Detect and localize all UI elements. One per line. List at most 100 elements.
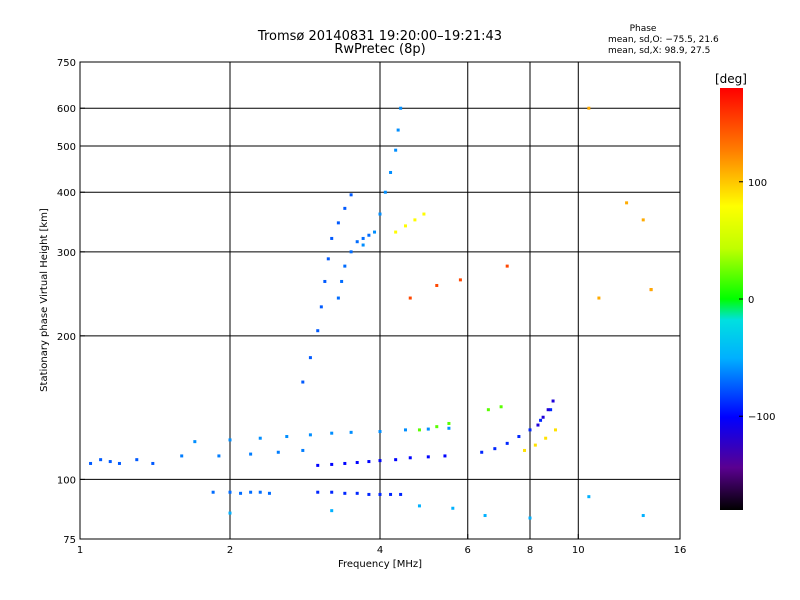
data-point (316, 490, 320, 494)
data-point (399, 492, 403, 496)
data-point (394, 458, 398, 462)
colorbar-tick-label: 100 (748, 178, 767, 189)
data-point (587, 495, 591, 499)
data-point (239, 491, 243, 495)
data-point (625, 201, 629, 205)
y-tick-label: 750 (57, 58, 76, 69)
data-point (228, 438, 232, 442)
data-point (597, 296, 601, 300)
data-point (308, 356, 312, 360)
data-point (649, 288, 653, 292)
data-point (316, 463, 320, 467)
x-tick-label: 1 (77, 545, 83, 556)
data-point (355, 240, 359, 244)
data-point (308, 433, 312, 437)
x-tick-label: 10 (572, 545, 585, 556)
data-point (422, 212, 426, 216)
x-tick-label: 16 (674, 545, 687, 556)
data-point (355, 491, 359, 495)
x-tick-label: 2 (227, 545, 233, 556)
phase-stats-x: mean, sd,X: 98.9, 27.5 (608, 46, 710, 56)
x-tick-label: 6 (465, 545, 471, 556)
y-tick-label: 400 (57, 188, 76, 199)
data-point (505, 441, 509, 445)
data-point (258, 436, 262, 440)
data-point (517, 435, 521, 439)
data-point (486, 408, 490, 412)
data-point (249, 452, 253, 456)
y-axis-label: Stationary phase Virtual Height [km] (39, 208, 50, 392)
data-point (443, 454, 447, 458)
data-point (389, 170, 393, 174)
data-point (323, 279, 327, 283)
data-point (536, 423, 540, 427)
data-point (343, 206, 347, 210)
data-point (117, 461, 121, 465)
data-point (458, 278, 462, 282)
data-point (367, 233, 371, 237)
data-point (546, 408, 550, 412)
data-point (343, 491, 347, 495)
data-point (378, 212, 382, 216)
data-point (326, 257, 330, 261)
data-point (336, 221, 340, 225)
data-point (343, 264, 347, 268)
colorbar-label: [deg] (715, 72, 747, 86)
data-point (316, 329, 320, 333)
data-point (533, 443, 537, 447)
y-tick-label: 600 (57, 104, 76, 115)
data-point (413, 218, 417, 222)
scatter-points (89, 106, 653, 520)
data-point (553, 428, 557, 432)
data-point (367, 460, 371, 464)
data-point (389, 492, 393, 496)
data-point (349, 430, 353, 434)
data-point (435, 425, 439, 429)
data-point (499, 405, 503, 409)
data-point (349, 250, 353, 254)
data-point (301, 448, 305, 452)
data-point (373, 230, 377, 234)
data-point (549, 408, 553, 412)
data-point (378, 459, 382, 463)
y-tick-label: 200 (57, 332, 76, 343)
data-point (330, 431, 334, 435)
data-point (399, 106, 403, 110)
data-point (180, 454, 184, 458)
data-point (483, 514, 487, 518)
data-point (99, 458, 103, 462)
data-point (343, 461, 347, 465)
x-tick-label: 4 (377, 545, 383, 556)
data-point (544, 436, 548, 440)
data-point (408, 456, 412, 460)
data-point (541, 415, 545, 419)
data-point (417, 428, 421, 432)
data-point (426, 455, 430, 459)
data-point (340, 279, 344, 283)
data-point (539, 418, 543, 422)
data-point (349, 193, 353, 197)
chart-title: Tromsø 20140831 19:20:00–19:21:43 (257, 29, 502, 44)
data-point (361, 243, 365, 247)
data-point (319, 305, 323, 309)
data-point (383, 190, 387, 194)
data-point (447, 426, 451, 430)
data-point (403, 224, 407, 228)
y-tick-label: 100 (57, 475, 76, 486)
data-point (523, 448, 527, 452)
data-point (211, 490, 215, 494)
data-point (249, 490, 253, 494)
phase-stats-o: mean, sd,O: −75.5, 21.6 (608, 35, 719, 45)
data-point (330, 462, 334, 466)
y-tick-label: 300 (57, 248, 76, 259)
data-point (228, 490, 232, 494)
data-point (394, 230, 398, 234)
grid-lines (80, 62, 680, 539)
data-point (361, 236, 365, 240)
data-point (378, 492, 382, 496)
data-point (330, 509, 334, 513)
data-point (108, 460, 112, 464)
x-axis-label: Frequency [MHz] (338, 559, 422, 570)
data-point (587, 106, 591, 110)
